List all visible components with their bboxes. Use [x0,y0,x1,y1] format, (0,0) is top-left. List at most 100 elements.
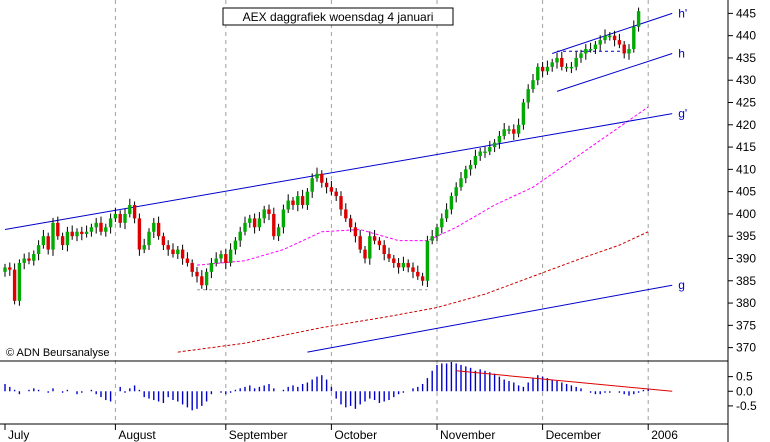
candle-body [564,66,569,69]
candle-body [334,191,338,197]
candle-body [368,236,372,259]
candle-body [200,276,204,286]
candle-body [440,218,444,228]
candle-body [12,269,17,301]
candle-body [536,66,540,81]
candle-body [473,155,478,165]
candle-body [36,245,41,255]
candle-body [584,49,588,54]
candle-body [214,258,218,263]
candle-body [632,26,636,50]
indicator-tick-label: -0.5 [736,399,757,413]
candle-body [348,218,353,228]
candle-body [147,231,151,246]
price-tick-label: 400 [736,207,756,221]
trendline-label: g [678,278,685,292]
candle-body [65,231,70,246]
candle-body [497,135,502,143]
trendline [4,113,673,231]
candle-body [569,66,574,69]
candle-body [540,66,545,72]
candle-body [209,262,214,272]
candle-body [329,187,334,192]
candle-body [320,173,324,183]
candle-body [545,66,550,72]
candle-body [99,222,103,232]
candle-body [516,124,521,134]
candle-body [416,271,420,277]
candle-body [358,236,362,250]
price-tick-label: 390 [736,251,756,265]
candle-body [8,267,12,270]
candle-body [224,254,228,263]
candle-body [60,236,65,246]
candle-body [310,178,314,192]
candle-body [104,227,108,232]
candle-body [190,262,194,272]
candle-body [425,240,430,281]
candle-body [420,276,425,281]
macd-trend-line [456,370,673,392]
candle-body [276,227,281,237]
candle-body [233,240,238,250]
candle-body [315,173,319,179]
month-label: July [8,428,29,442]
candle-body [617,40,622,45]
price-tick-label: 435 [736,51,756,65]
price-tick-label: 440 [736,29,756,43]
price-tick-label: 380 [736,296,756,310]
candle-body [118,213,122,223]
candle-body [372,236,377,241]
price-tick-label: 405 [736,185,756,199]
candle-body [243,222,247,232]
candle-body [579,53,583,58]
month-axis: July August September October November Decemb… [4,424,678,442]
candle-body [46,236,50,250]
trendline [307,284,673,353]
candle-body [128,205,132,214]
candle-body [344,209,348,219]
trendline-label: h' [678,6,687,20]
candle-body [84,231,89,234]
moving-average-long [177,231,649,353]
candle-body [267,209,271,214]
candle-body [56,222,60,237]
candle-body [142,245,146,250]
month-label: October [334,428,377,442]
candle-body [281,209,286,228]
trendline-label: g' [678,107,687,121]
candle-body [550,62,554,67]
month-label: September [229,428,288,442]
candle-body [492,142,497,148]
candle-body [70,231,74,237]
candle-body [507,129,511,131]
copyright-label: © ADN Beursanalyse [6,347,110,359]
candle-body [27,258,31,261]
candle-body [132,205,137,219]
candle-body [512,129,516,134]
candle-body [392,258,396,263]
month-label: December [546,428,601,442]
candle-body [612,35,617,41]
chart-title-box [222,7,454,26]
candle-body [262,209,266,219]
candle-body [622,44,626,54]
candle-body [22,258,26,263]
candle-body [353,227,358,237]
candle-body [363,249,367,259]
candle-body [401,262,406,268]
candle-body [324,182,329,188]
candle-body [526,89,530,103]
price-tick-label: 420 [736,118,756,132]
horizontal-guides [197,50,629,291]
candle-body [41,236,46,246]
candle-body [588,49,593,51]
candle-body [560,57,564,67]
price-axis: 370 375 380 385 390 395 400 405 410 415 420 425 430 4… [728,6,756,355]
candle-body [483,151,487,154]
month-label: 2006 [651,428,678,442]
candle-body [176,249,180,255]
price-tick-label: 430 [736,73,756,87]
